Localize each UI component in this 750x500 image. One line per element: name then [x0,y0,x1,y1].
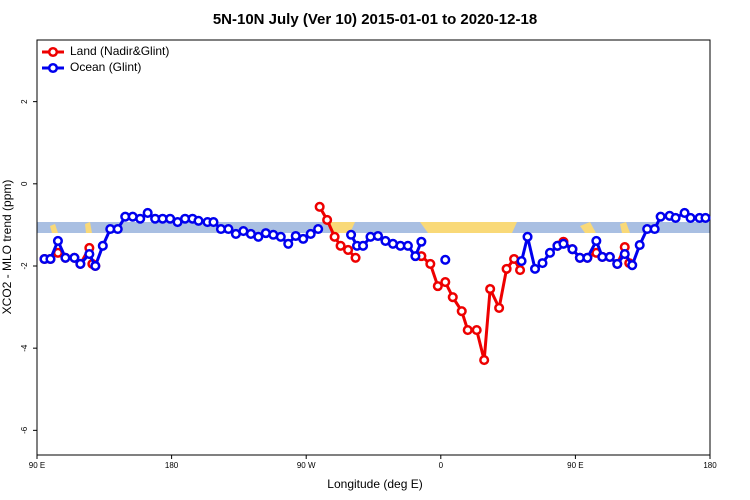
y-tick-label: -6 [20,426,29,434]
series-marker [462,325,473,336]
series-marker [84,249,95,260]
series-marker [223,223,234,235]
series-marker [447,292,458,303]
y-tick-label: -4 [20,344,29,352]
series-marker [494,302,505,313]
series-marker [314,201,325,212]
series-marker [402,240,413,251]
series-marker [357,240,369,251]
series-marker [112,223,123,235]
series-marker [582,252,593,263]
series-marker [305,228,316,239]
series-marker [655,211,666,222]
series-marker [75,258,86,269]
series-marker [456,306,467,317]
series-marker [619,249,630,260]
series-marker [634,239,645,251]
x-tick-label: 90 W [297,461,316,470]
series-marker [253,231,264,242]
series-marker [544,247,556,258]
series-marker [97,240,108,251]
series-marker [142,207,153,219]
series-marker [537,258,548,269]
series-marker [604,251,615,263]
y-tick-label: -2 [20,262,29,270]
series-marker [649,223,660,235]
y-axis-label: XCO2 - MLO trend (ppm) [0,180,14,315]
series-marker [515,265,526,276]
series-marker [591,235,602,246]
series-marker [567,244,578,255]
series-marker [275,231,286,242]
chart-title: 5N-10N July (Ver 10) 2015-01-01 to 2020-… [213,11,537,28]
x-tick-label: 180 [703,461,717,470]
series-marker [425,258,436,269]
series-marker [627,260,638,271]
series-marker [322,214,333,226]
series-marker [679,207,690,219]
map-strip [37,222,710,233]
legend-marker [47,46,59,58]
legend-marker [47,62,59,74]
series-marker [685,212,696,223]
series-marker [485,283,496,295]
series-marker [479,355,490,366]
legend-label: Land (Nadir&Glint) [70,44,169,58]
series-marker [45,253,56,265]
series-marker [335,240,346,251]
y-tick-label: 2 [20,99,29,104]
series-marker [343,244,354,256]
series-marker [670,212,681,223]
plot-frame [36,39,711,456]
series-marker [416,236,427,247]
x-tick-label: 0 [439,461,444,470]
legend-label: Ocean (Glint) [70,60,141,74]
series-marker [522,231,533,242]
series-marker [193,215,204,226]
series-marker [529,263,541,274]
series-marker [208,216,219,228]
series-marker [440,276,451,288]
x-tick-label: 90 E [29,461,45,470]
series-marker [410,251,421,262]
series-marker [69,252,80,263]
series-marker [52,235,63,246]
series-marker [313,223,324,235]
series-marker [350,252,361,263]
x-tick-label: 90 E [567,461,583,470]
series-marker [432,281,443,292]
series-marker [372,230,384,242]
series-marker [558,238,569,249]
series-marker [298,233,309,244]
series-marker [501,263,512,274]
series-marker [440,254,451,265]
series-marker [90,260,101,272]
series-marker [329,231,340,242]
series-marker [135,213,146,224]
series-marker [283,238,294,249]
x-axis-label: Longitude (deg E) [327,477,422,491]
series-marker [516,256,527,267]
series-marker [346,229,357,240]
series-marker [700,212,711,223]
series-marker [612,258,623,269]
series-marker [471,325,482,336]
x-tick-label: 180 [165,461,179,470]
series-marker [60,252,71,263]
y-tick-label: 0 [20,181,29,186]
